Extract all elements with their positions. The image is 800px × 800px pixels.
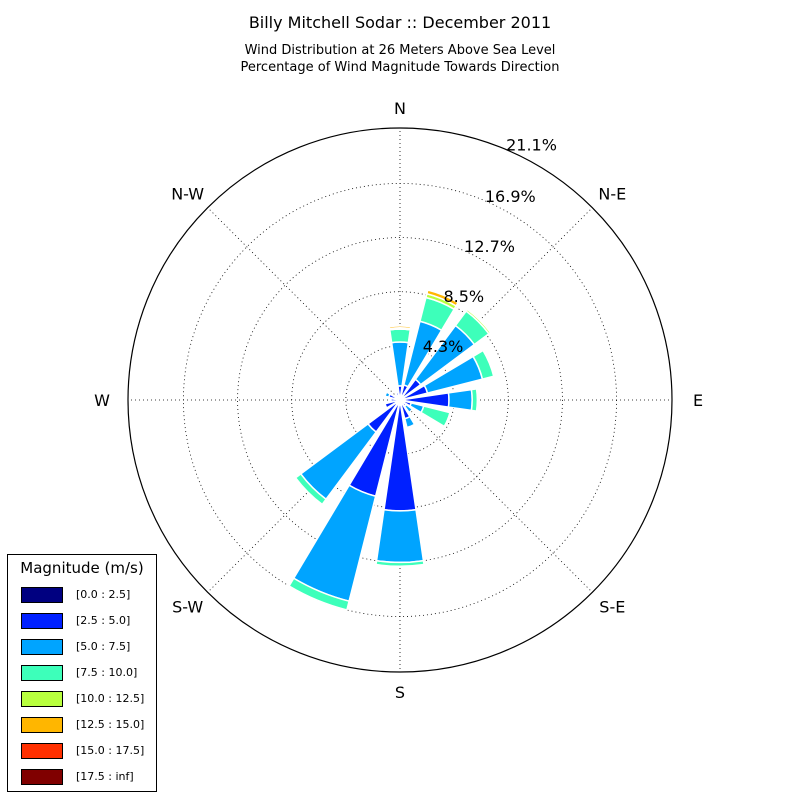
- bar-sector-8-bin-2: [375, 508, 425, 564]
- radial-tick-label-3: 16.9%: [485, 187, 536, 206]
- legend-swatch: [21, 769, 63, 785]
- bar-sector-13-bin-2: [384, 391, 392, 399]
- legend-swatch: [21, 743, 63, 759]
- ring-3: [183, 183, 617, 617]
- bar-sector-9-bin-2: [292, 484, 377, 603]
- bar-sector-10-bin-3: [294, 472, 328, 506]
- bar-sector-8-bin-3: [375, 559, 425, 567]
- bar-sector-11-bin-1: [384, 400, 398, 409]
- legend-label: [12.5 : 15.0]: [76, 718, 145, 731]
- bar-sector-0-bin-5: [388, 325, 412, 330]
- legend-swatch: [21, 665, 63, 681]
- radial-tick-label-1: 8.5%: [443, 287, 484, 306]
- radial-tick-label-2: 12.7%: [464, 237, 515, 256]
- bar-sector-9-bin-3: [288, 577, 350, 611]
- bar-sector-5-bin-4: [443, 411, 453, 429]
- ring-1: [291, 291, 509, 509]
- legend-label: [5.0 : 7.5]: [76, 640, 131, 653]
- legend: Magnitude (m/s) [0.0 : 2.5] [2.5 : 5.0] [5…: [7, 554, 157, 792]
- legend-swatch: [21, 587, 63, 603]
- bar-sector-4-bin-3: [470, 387, 479, 413]
- radial-tick-label-4: 21.1%: [506, 136, 557, 155]
- bar-sector-3-bin-3: [472, 349, 495, 381]
- direction-label-e: E: [693, 391, 703, 410]
- legend-label: [2.5 : 5.0]: [76, 614, 131, 627]
- spoke-n-w: [207, 207, 401, 401]
- chart-title: Billy Mitchell Sodar :: December 2011: [249, 13, 551, 32]
- bar-sector-15-bin-1: [395, 391, 401, 399]
- direction-label-n-w: N-W: [171, 185, 204, 204]
- ring-2: [237, 237, 563, 563]
- direction-label-s: S: [395, 683, 405, 702]
- bar-sector-1-bin-5: [425, 289, 460, 307]
- bar-sector-4-bin-2: [447, 388, 473, 412]
- direction-label-w: W: [94, 391, 110, 410]
- rose-bars: [288, 289, 495, 611]
- bar-sector-6-bin-2: [403, 403, 414, 414]
- chart-subtitle-line-1: Wind Distribution at 26 Meters Above Sea…: [245, 43, 556, 58]
- legend-swatch: [21, 691, 63, 707]
- polar-frame: [127, 127, 673, 673]
- direction-label-n-e: N-E: [598, 185, 626, 204]
- bar-sector-0-bin-3: [388, 328, 412, 344]
- chart-subtitle-line-2: Percentage of Wind Magnitude Towards Dir…: [240, 60, 559, 75]
- spoke-s-w: [207, 399, 401, 593]
- legend-swatch: [21, 717, 63, 733]
- legend-label: [17.5 : inf]: [76, 770, 134, 783]
- direction-label-s-w: S-W: [172, 597, 203, 616]
- legend-label: [7.5 : 10.0]: [76, 666, 138, 679]
- bar-sector-12-bin-1: [390, 397, 399, 403]
- legend-swatch: [21, 613, 63, 629]
- spoke-n-e: [399, 207, 593, 401]
- bar-sector-7-bin-2: [403, 415, 416, 429]
- direction-label-s-e: S-E: [599, 597, 625, 616]
- legend-swatch: [21, 639, 63, 655]
- legend-title: Magnitude (m/s): [20, 559, 144, 577]
- direction-label-n: N: [394, 99, 406, 118]
- axis-labels: N N-E E S-E S S-W W N-W 4.3% 8.5% 12.7% 16.9% 21.1%: [94, 99, 703, 702]
- bar-sector-2-bin-4: [465, 308, 492, 335]
- spoke-s-e: [399, 399, 593, 593]
- legend-label: [10.0 : 12.5]: [76, 692, 145, 705]
- legend-label: [0.0 : 2.5]: [76, 588, 131, 601]
- legend-label: [15.0 : 17.5]: [76, 744, 145, 757]
- radial-tick-label-0: 4.3%: [423, 337, 464, 356]
